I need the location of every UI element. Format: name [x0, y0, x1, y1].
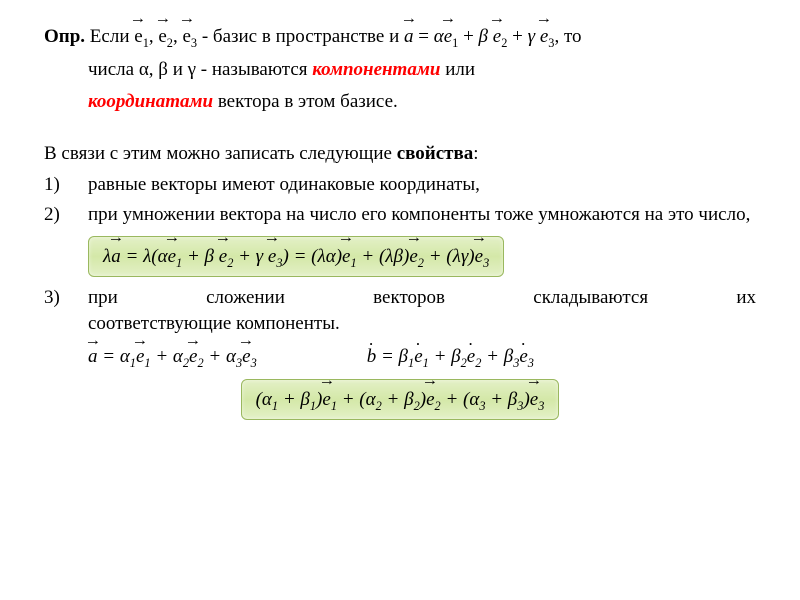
term-components: компонентами: [312, 59, 440, 80]
formula-scalar-mult: λa = λ(αe1 + β e2 + γ e3) = (λα)e1 + (λβ…: [88, 236, 756, 277]
vector-a-eq: a = α1e1 + α2e2 + α3e3: [88, 346, 257, 371]
property-2: 2) при умножении вектора на число его ко…: [44, 202, 756, 228]
property-3: 3) при сложении векторов складываются их…: [44, 285, 756, 336]
term-coordinates: координатами: [88, 91, 213, 112]
formula-box: (α1 + β1)e1 + (α2 + β2)e2 + (α3 + β3)e3: [241, 379, 560, 420]
slide: Опр. Если e1, e2, e3 - базис в пространс…: [0, 0, 800, 600]
opr-label: Опр.: [44, 26, 85, 47]
definition-line2: числа α, β и γ - называются компонентами…: [44, 57, 756, 83]
definition-line1: Опр. Если e1, e2, e3 - базис в пространс…: [44, 24, 756, 51]
property-1: 1) равные векторы имеют одинаковые коорд…: [44, 172, 756, 198]
definition-line3: координатами вектора в этом базисе.: [44, 89, 756, 115]
list-text: равные векторы имеют одинаковые координа…: [88, 172, 756, 198]
vector-b-eq: b = β1e1 + β2e2 + β3e3: [367, 346, 534, 371]
properties-intro: В связи с этим можно записать следующие …: [44, 141, 756, 167]
list-number: 2): [44, 202, 88, 228]
vector-decompositions: a = α1e1 + α2e2 + α3e3 b = β1e1 + β2e2 +…: [88, 346, 756, 371]
formula-box: λa = λ(αe1 + β e2 + γ e3) = (λα)e1 + (λβ…: [88, 236, 504, 277]
list-number: 1): [44, 172, 88, 198]
list-text: при сложении векторов складываются их со…: [88, 285, 756, 336]
list-text: при умножении вектора на число его компо…: [88, 202, 756, 228]
formula-sum: (α1 + β1)e1 + (α2 + β2)e2 + (α3 + β3)e3: [44, 379, 756, 420]
list-number: 3): [44, 285, 88, 336]
